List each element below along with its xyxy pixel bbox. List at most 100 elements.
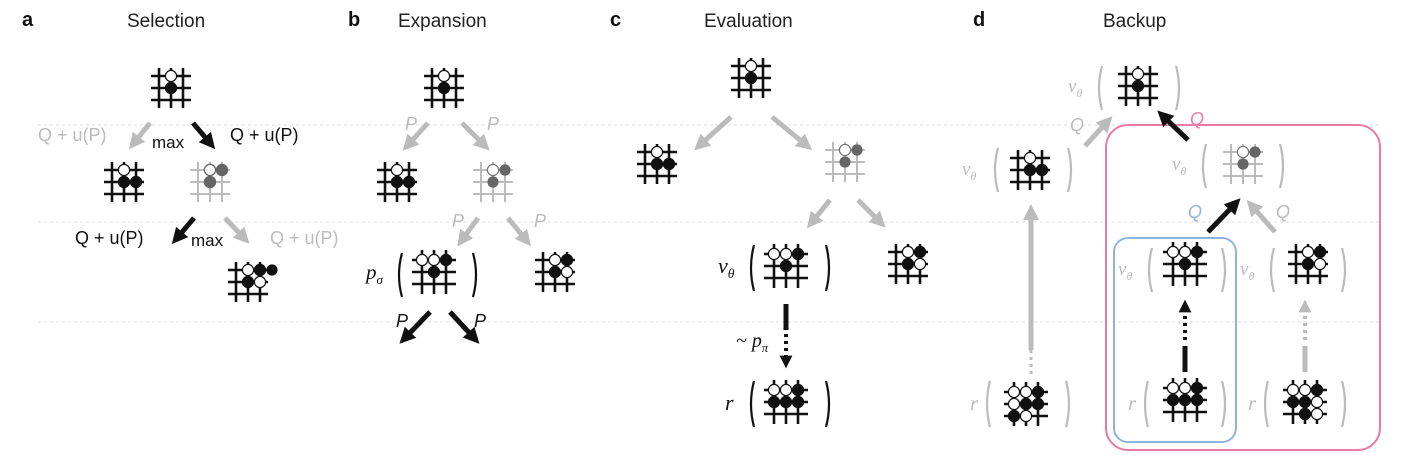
white-stone [415,253,429,267]
black-stone [1007,409,1021,423]
black-stone [1178,393,1192,407]
backup-leaf-frame [1113,237,1237,443]
black-stone [1190,245,1204,259]
black-stone [1166,393,1180,407]
white-stone [1166,381,1180,395]
evaluation-r-open-paren [749,380,756,428]
backup-leaf-r: r [1128,391,1137,415]
panel-b-letter: b [348,9,361,31]
backup-leaf-board [1163,242,1207,286]
white-stone [437,69,451,83]
evaluation-arrow-right [770,115,813,151]
evaluation-root-board [731,58,771,98]
black-stone [266,264,278,276]
black-stone [402,175,416,189]
expansion-arrow-p-right [448,310,480,344]
backup-leaf-terminal-board [1163,378,1207,422]
backup-left-r: r [970,391,979,415]
white-stone [1007,385,1021,399]
selection-q-u-p-right: Q + u(P) [230,125,299,145]
white-stone [486,163,500,177]
gray-stone [1249,146,1261,158]
backup-left-v-theta: vθ [962,159,976,183]
evaluation-left-board [637,144,677,184]
white-stone [164,69,178,83]
expansion-arrow-right-2 [506,216,532,247]
panel-a-letter: a [22,9,34,31]
backup-root-close-paren [1174,65,1181,111]
black-stone [1190,393,1204,407]
evaluation-rollout-policy: ~ pπ [736,330,769,355]
black-stone [662,157,676,171]
panel-d-letter: d [973,9,986,31]
backup-root-open-paren [1097,65,1104,111]
black-stone [1178,257,1192,271]
backup-left-terminal-board [1004,382,1048,426]
expansion-arrow-left [402,121,430,151]
black-stone [1298,407,1312,421]
expansion-p-right: P [487,114,499,134]
backup-left-close-paren [1066,147,1073,193]
black-stone [390,175,404,189]
backup-right-v-theta: vθ [1172,154,1186,178]
evaluation-value-board [764,244,808,288]
backup-leaf-v-theta: vθ [1118,259,1132,283]
evaluation-arrow-right-2 [856,198,886,228]
svg-text:vθ: vθ [1172,154,1186,178]
backup-right-open-paren [1201,143,1208,189]
selection-arrow-left [129,121,152,150]
expansion-root-board [424,68,464,108]
expansion-p-left-2: P [452,211,464,231]
white-stone [1178,245,1192,259]
expansion-left-board [377,162,417,202]
panel-b-title: Expansion [398,11,487,32]
panel-d-title: Backup [1103,11,1167,32]
black-stone [241,275,255,289]
white-stone [767,383,781,397]
white-stone [1019,385,1033,399]
black-stone [560,253,574,267]
white-stone [117,163,131,177]
backup-subtree-frame [1105,124,1381,451]
panel-c-title: Evaluation [704,11,793,32]
black-stone [427,265,441,279]
backup-left-r-close-paren [1064,380,1071,428]
black-stone [1031,397,1045,411]
selection-arrow-max-2 [171,216,196,245]
black-stone [901,257,915,271]
white-stone [901,245,915,259]
black-stone [1031,385,1045,399]
backup-arrow-q-pink [1157,110,1190,142]
black-stone [1286,395,1300,409]
evaluation-leaf-board [888,244,928,284]
black-stone [1019,397,1033,411]
white-stone [1131,67,1145,81]
evaluation-r-label: r [725,390,734,415]
expansion-arrow-p-left [399,310,432,344]
evaluation-arrow-left-2 [806,198,832,229]
selection-max-label-bottom: max [191,231,224,250]
expansion-leaf-board [535,252,575,292]
white-stone [390,163,404,177]
black-stone [1035,163,1049,177]
black-stone [129,175,143,189]
evaluation-close-paren [824,244,831,292]
backup-root-v-theta: vθ [1068,76,1082,100]
svg-text:~ pπ: ~ pπ [736,330,769,355]
white-stone [1236,145,1250,159]
black-stone [439,253,453,267]
backup-right-close-paren [1278,143,1285,189]
white-stone [1313,257,1327,271]
backup-sibling-board [1288,244,1328,284]
backup-left-r-open-paren [985,380,992,428]
black-stone [779,395,793,409]
backup-arrow-q-right [1246,200,1277,234]
backup-sibling-terminal-board [1283,380,1327,424]
expansion-p-sigma: pσ [364,260,384,287]
gray-stone [216,164,228,176]
white-stone [838,143,852,157]
white-stone [767,247,781,261]
expansion-close-paren [471,252,478,298]
